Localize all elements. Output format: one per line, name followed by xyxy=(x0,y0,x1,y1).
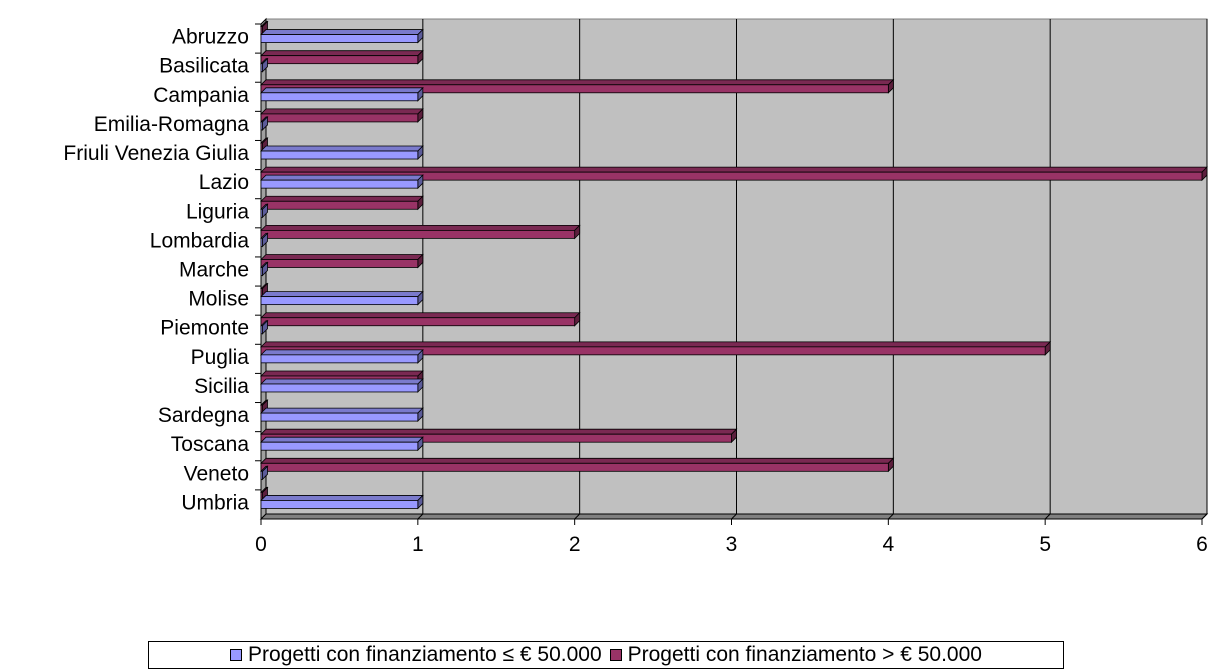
bar-top-series-2 xyxy=(260,370,424,377)
category-label: Toscana xyxy=(171,433,250,456)
bar-top-series-2 xyxy=(260,457,895,464)
bar-series-1 xyxy=(260,267,263,276)
bar-series-2 xyxy=(260,200,419,210)
bar-top-series-2 xyxy=(260,254,424,260)
gridline-floor xyxy=(574,513,581,520)
bar-series-1 xyxy=(260,412,419,422)
bar-top-series-1 xyxy=(260,29,424,35)
bar-series-1 xyxy=(260,325,263,335)
legend-swatch-series-1 xyxy=(230,649,243,661)
bar-series-2 xyxy=(260,433,732,443)
category-label: Abruzzo xyxy=(172,26,249,49)
category-label: Emilia-Romagna xyxy=(94,113,250,136)
x-tick-label: 6 xyxy=(1196,533,1208,556)
bar-series-1 xyxy=(260,150,419,160)
category-label: Marche xyxy=(179,259,249,282)
bar-series-1 xyxy=(260,92,419,102)
bar-series-1 xyxy=(260,179,419,189)
category-label: Lombardia xyxy=(150,229,250,252)
bar-top-series-1 xyxy=(260,349,424,356)
x-tick-label: 2 xyxy=(569,533,581,556)
category-label: Liguria xyxy=(186,200,249,223)
bar-series-1 xyxy=(260,296,419,306)
x-tick-label: 1 xyxy=(412,533,424,556)
bar-series-2 xyxy=(260,55,419,65)
gridline-floor xyxy=(417,513,424,520)
bar-series-1 xyxy=(260,34,419,43)
category-label: Umbria xyxy=(181,491,249,514)
bar-top-series-2 xyxy=(260,79,895,86)
legend: Progetti con finanziamento ≤ € 50.000 Pr… xyxy=(148,641,1064,669)
x-tick-label: 0 xyxy=(255,533,267,556)
legend-swatch-series-2 xyxy=(609,649,622,661)
bar-top-series-1 xyxy=(260,87,424,94)
bar-top-series-2 xyxy=(260,341,1052,348)
bar-top-series-2 xyxy=(260,224,581,231)
bar-top-series-1 xyxy=(260,145,424,152)
category-label: Veneto xyxy=(184,462,249,485)
gridline-floor xyxy=(1044,513,1051,520)
x-tick-label: 4 xyxy=(882,533,894,556)
category-label: Puglia xyxy=(191,346,250,369)
bar-top-series-1 xyxy=(260,291,424,298)
bar-series-1 xyxy=(260,121,263,131)
category-label: Basilicata xyxy=(159,55,249,78)
bar-top-series-2 xyxy=(260,108,424,115)
legend-label-series-1: Progetti con finanziamento ≤ € 50.000 xyxy=(248,643,602,666)
legend-item-series-2: Progetti con finanziamento > € 50.000 xyxy=(609,643,982,667)
gridline-floor xyxy=(1201,513,1208,520)
bar-top-series-1 xyxy=(260,495,424,501)
legend-item-series-1: Progetti con finanziamento ≤ € 50.000 xyxy=(230,643,602,667)
bar-series-1 xyxy=(260,63,263,73)
bar-top-series-1 xyxy=(260,378,424,385)
bar-top-series-2 xyxy=(260,50,424,57)
category-label: Lazio xyxy=(199,171,249,194)
bar-series-2 xyxy=(260,317,576,327)
bar-series-2 xyxy=(260,84,889,94)
bar-series-1 xyxy=(260,383,419,393)
x-tick-label: 3 xyxy=(726,533,738,556)
bar-series-1 xyxy=(260,500,419,509)
bar-series-2 xyxy=(260,462,889,472)
bar-top-series-2 xyxy=(260,166,1208,173)
bar-series-1 xyxy=(260,470,263,480)
x-tick-label: 5 xyxy=(1039,533,1051,556)
bar-series-1 xyxy=(260,237,263,247)
bar-series-2 xyxy=(260,171,1203,181)
bar-series-2 xyxy=(260,259,419,268)
bar-series-2 xyxy=(260,113,419,123)
bar-top-series-2 xyxy=(260,312,581,319)
category-label: Molise xyxy=(188,288,249,311)
bar-series-1 xyxy=(260,354,419,364)
bar-series-2 xyxy=(260,346,1046,356)
category-label: Friuli Venezia Giulia xyxy=(63,142,249,165)
bar-top-series-2 xyxy=(260,195,424,202)
bar-top-series-1 xyxy=(260,436,424,443)
category-label: Campania xyxy=(153,84,249,107)
bar-series-2 xyxy=(260,229,576,239)
bar-series-1 xyxy=(260,208,263,218)
bar-series-1 xyxy=(260,441,419,451)
gridline-floor xyxy=(731,513,737,520)
bar-top-series-1 xyxy=(260,407,424,414)
category-label: Piemonte xyxy=(160,317,249,340)
bar-top-series-1 xyxy=(260,174,424,181)
legend-label-series-2: Progetti con finanziamento > € 50.000 xyxy=(627,643,982,666)
category-label: Sardegna xyxy=(158,404,249,427)
bar-top-series-2 xyxy=(260,428,738,435)
gridline-floor xyxy=(887,513,894,520)
category-label: Sicilia xyxy=(194,375,249,398)
